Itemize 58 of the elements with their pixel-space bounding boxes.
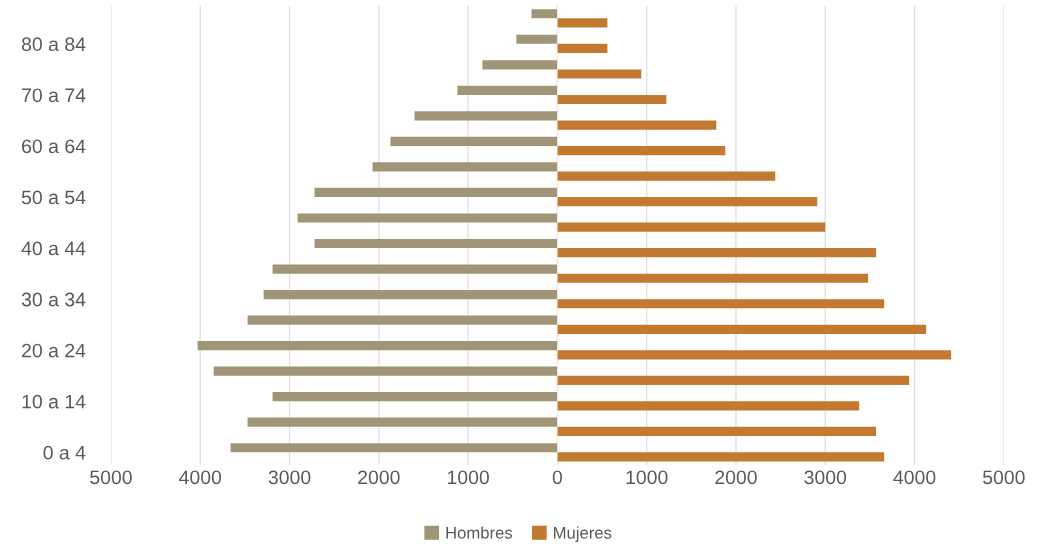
y-tick-label: 50 a 54 bbox=[21, 190, 86, 205]
bar bbox=[557, 426, 877, 436]
bar bbox=[314, 187, 558, 198]
bar bbox=[557, 18, 608, 28]
y-tick-label: 20 a 24 bbox=[22, 343, 86, 358]
y-tick-label: 70 a 74 bbox=[22, 88, 86, 103]
bar bbox=[557, 324, 927, 334]
x-tick-label: 4000 bbox=[893, 470, 936, 485]
y-tick-label: 80 a 84 bbox=[21, 37, 86, 52]
bar bbox=[557, 452, 885, 462]
bar bbox=[516, 34, 558, 44]
x-tick-label: 5000 bbox=[90, 470, 132, 485]
bar bbox=[247, 315, 558, 325]
bar bbox=[557, 171, 776, 181]
legend-label: Hombres bbox=[446, 526, 513, 539]
legend-label: Mujeres bbox=[554, 526, 612, 542]
x-tick-label: 2000 bbox=[358, 470, 400, 485]
y-tick-label: 30 a 34 bbox=[21, 292, 86, 307]
x-tick-label: 0 bbox=[552, 470, 563, 485]
bar bbox=[230, 443, 558, 453]
bar bbox=[414, 111, 558, 121]
bar bbox=[557, 299, 885, 309]
bar bbox=[557, 375, 910, 385]
x-tick-label: 2000 bbox=[715, 470, 757, 485]
bar bbox=[297, 213, 558, 223]
y-tick-label: 40 a 44 bbox=[21, 241, 86, 256]
bar bbox=[557, 273, 869, 283]
bar bbox=[197, 341, 558, 351]
bar bbox=[557, 248, 877, 258]
y-tick-label: 60 a 64 bbox=[22, 139, 86, 154]
bar bbox=[557, 197, 818, 207]
bar bbox=[557, 120, 717, 130]
bar bbox=[557, 350, 952, 360]
bar bbox=[557, 94, 667, 105]
x-tick-label: 3000 bbox=[804, 470, 847, 485]
bar bbox=[557, 145, 726, 156]
bar bbox=[247, 417, 558, 427]
x-tick-label: 3000 bbox=[268, 470, 311, 485]
bar bbox=[557, 401, 860, 411]
bar bbox=[272, 264, 558, 274]
bar bbox=[457, 85, 558, 95]
x-tick-label: 1000 bbox=[447, 470, 489, 485]
bar bbox=[314, 238, 558, 249]
bar bbox=[372, 162, 558, 172]
bar bbox=[213, 366, 558, 376]
bar bbox=[390, 136, 558, 146]
x-tick-label: 1000 bbox=[626, 470, 668, 485]
bar bbox=[557, 69, 642, 79]
bar bbox=[531, 9, 558, 19]
bar bbox=[557, 222, 826, 232]
x-tick-label: 5000 bbox=[982, 470, 1025, 485]
bar bbox=[557, 43, 608, 54]
y-tick-label: 0 a 4 bbox=[43, 445, 86, 460]
y-tick-label: 10 a 14 bbox=[22, 394, 86, 409]
x-tick-label: 4000 bbox=[179, 470, 222, 485]
bar bbox=[263, 289, 558, 300]
bar bbox=[272, 392, 558, 402]
bar bbox=[482, 60, 558, 70]
